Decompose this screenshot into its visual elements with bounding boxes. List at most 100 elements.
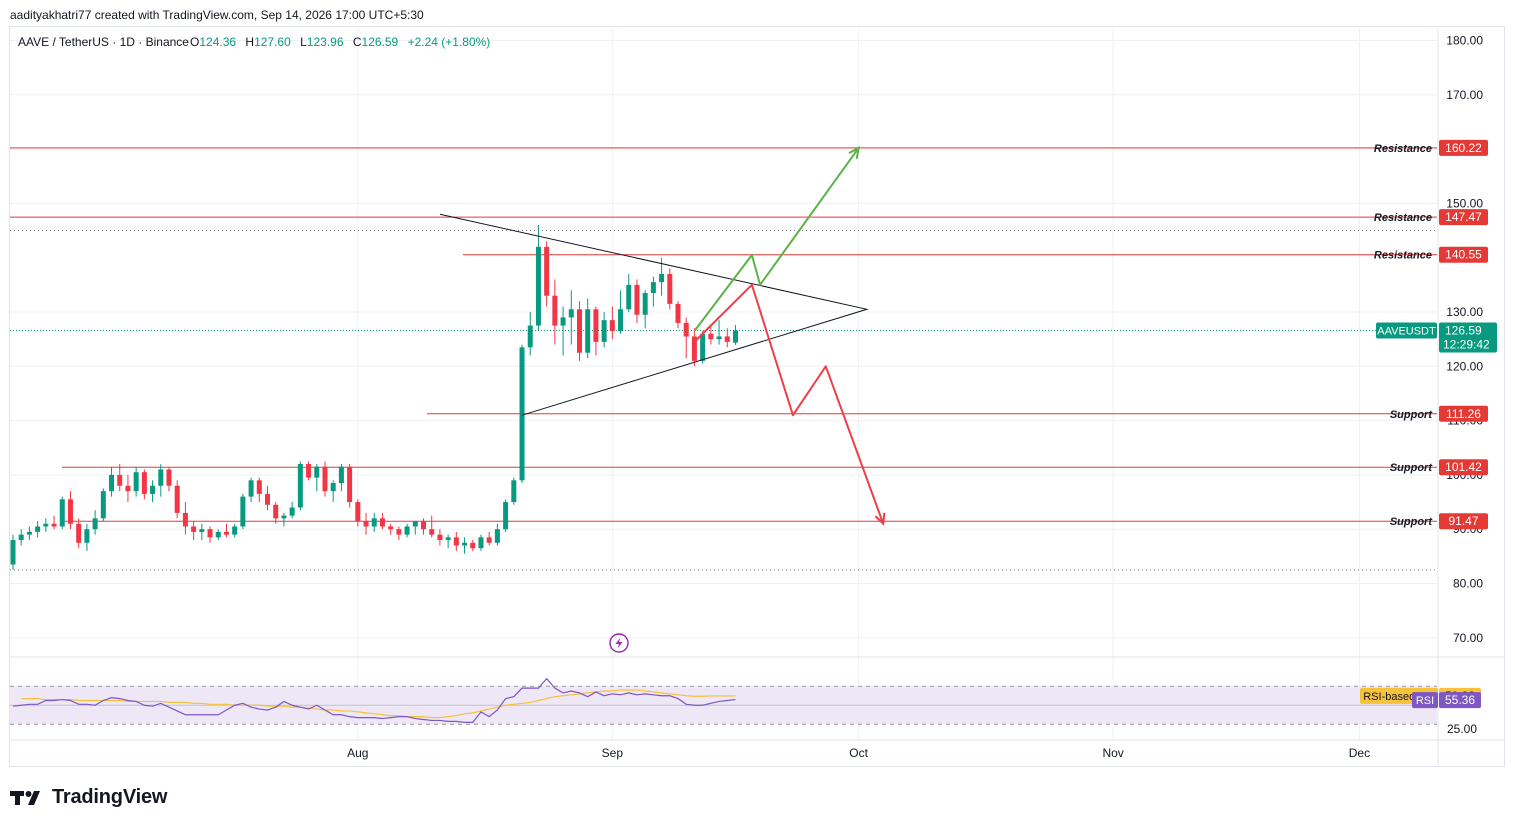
level-label-resistance: Resistance — [1374, 212, 1432, 224]
candle — [667, 268, 673, 310]
legend-close: 126.59 — [362, 35, 399, 49]
candle-body — [215, 531, 221, 538]
candle-body — [182, 512, 188, 527]
candle-body — [667, 273, 673, 304]
candle — [593, 306, 599, 356]
level-label-support: Support — [1390, 409, 1433, 421]
candle-body — [174, 485, 180, 513]
candle — [35, 521, 41, 538]
candle-body — [568, 309, 574, 318]
legend-change: +2.24 (+1.80%) — [408, 35, 491, 49]
candle — [601, 312, 607, 348]
level-label-resistance: Resistance — [1374, 250, 1432, 262]
candle-body — [576, 309, 582, 353]
candle-body — [43, 523, 49, 527]
triangle-pattern[interactable] — [439, 213, 869, 416]
horizontal-levels[interactable] — [10, 147, 1437, 571]
legend-values: O124.36 H127.60 L123.96 C126.59 +2.24 (+… — [190, 35, 490, 49]
legend-low: 123.96 — [307, 35, 344, 49]
candle — [10, 534, 16, 570]
legend-high-label: H — [245, 35, 254, 49]
candle-body — [732, 330, 738, 343]
rsi-line — [12, 677, 736, 723]
candle-body — [601, 320, 607, 342]
candle — [544, 241, 550, 307]
candle — [675, 301, 681, 329]
candle-body — [503, 502, 509, 530]
rsi-tick-label: 25.00 — [1447, 722, 1477, 736]
level-price-badge — [1439, 459, 1488, 476]
candle — [560, 306, 566, 356]
candle-body — [166, 469, 172, 486]
candle-body — [470, 542, 476, 549]
candle — [117, 464, 123, 492]
candle-body — [535, 246, 541, 326]
price-tick-label: 80.00 — [1453, 577, 1483, 591]
candle — [51, 515, 57, 530]
legend-symbol: AAVE / TetherUS · 1D · Binance — [18, 35, 189, 49]
candle — [18, 529, 24, 546]
candle-body — [248, 480, 254, 497]
axis-labels: Resistance 160.22 Resistance 147.47 Resistan… — [1360, 139, 1497, 709]
candle — [76, 518, 82, 549]
candle-body — [593, 309, 599, 342]
candle-body — [191, 526, 197, 532]
candle — [59, 496, 65, 530]
candle — [297, 461, 303, 511]
candle — [470, 540, 476, 551]
rsi-ma-line — [21, 689, 736, 719]
candle-body — [445, 537, 451, 541]
candle — [232, 523, 238, 538]
drawings[interactable] — [439, 146, 886, 526]
lightning-icon[interactable] — [609, 633, 629, 653]
candle — [609, 306, 615, 340]
candle-body — [724, 336, 730, 342]
candle-body — [306, 464, 312, 478]
candle-body — [642, 292, 648, 315]
candle-body — [519, 347, 525, 481]
candle-body — [659, 273, 665, 283]
level-price-value: 147.47 — [1445, 210, 1482, 224]
bullish-arrow[interactable] — [693, 147, 860, 332]
candle-body — [76, 523, 82, 543]
candle — [437, 529, 443, 546]
level-price-badge — [1439, 513, 1488, 530]
candle — [256, 477, 262, 503]
symbol-badge — [1376, 322, 1437, 339]
candle-body — [51, 523, 57, 527]
candle-body — [683, 322, 689, 337]
candle — [182, 502, 188, 535]
candle — [724, 328, 730, 348]
candle-body — [379, 518, 385, 527]
candle — [478, 534, 484, 551]
level-price-badge — [1439, 139, 1488, 156]
candle-body — [281, 515, 287, 519]
candle-body — [552, 295, 558, 326]
candle-body — [10, 540, 16, 565]
candle — [133, 466, 139, 497]
candle — [306, 461, 312, 481]
time-tick-label: Nov — [1102, 746, 1123, 760]
brand-name: TradingView — [52, 786, 168, 808]
symbol-legend: AAVE / TetherUS · 1D · Binance O124.36 H… — [18, 35, 490, 49]
candle — [388, 523, 394, 535]
candle-body — [634, 284, 640, 315]
candle-body — [700, 333, 706, 361]
candle — [141, 469, 147, 500]
candle — [240, 493, 246, 530]
candle-body — [133, 472, 139, 492]
bearish-arrow[interactable] — [693, 283, 885, 525]
candle-body — [675, 303, 681, 323]
candle — [67, 491, 73, 530]
candle-body — [18, 534, 24, 541]
time-tick-label: Oct — [849, 746, 868, 760]
level-price-value: 91.47 — [1448, 514, 1478, 528]
candle — [355, 499, 361, 527]
time-axis: Aug Sep Oct Nov Dec — [347, 746, 1370, 760]
current-price-value: 126.59 — [1445, 324, 1482, 338]
candle — [732, 325, 738, 345]
candle-body — [199, 529, 205, 532]
candle — [347, 464, 353, 508]
candle-body — [347, 466, 353, 503]
